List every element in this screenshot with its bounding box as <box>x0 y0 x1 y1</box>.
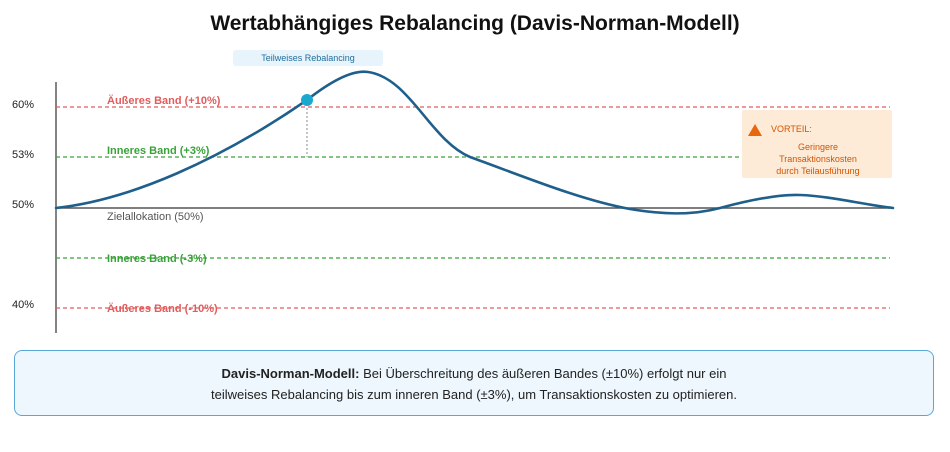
chart-title: Wertabhängiges Rebalancing (Davis-Norman… <box>210 12 740 35</box>
portfolio-value-curve <box>54 70 895 215</box>
y-tick-60: 60% <box>12 99 34 111</box>
inner-upper-band-label: Inneres Band (+3%) <box>107 145 210 157</box>
inner-lower-band-label: Inneres Band (-3%) <box>107 253 207 265</box>
outer-lower-band-label: Äußeres Band (-10%) <box>107 302 218 315</box>
y-tick-50: 50% <box>12 199 34 211</box>
warning-triangle-icon <box>748 124 762 136</box>
rebalance-callout-label: Teilweises Rebalancing <box>261 53 355 63</box>
advantage-line-1: Geringere <box>798 142 838 152</box>
advantage-box <box>742 110 892 178</box>
outer-upper-band-label: Äußeres Band (+10%) <box>107 94 221 107</box>
advantage-line-3: durch Teilausführung <box>776 166 859 176</box>
explanation-line-2: teilweises Rebalancing bis zum inneren B… <box>211 387 737 402</box>
explanation-line-1: Davis-Norman-Modell: Bei Überschreitung … <box>15 363 933 384</box>
y-tick-53: 53% <box>12 149 34 161</box>
explanation-text-1: Bei Überschreitung des äußeren Bandes (±… <box>359 366 727 381</box>
target-label: Zielallokation (50%) <box>107 211 204 223</box>
advantage-line-2: Transaktionskosten <box>779 154 857 164</box>
y-tick-40: 40% <box>12 299 34 311</box>
rebalance-callout-box <box>233 50 383 66</box>
explanation-box: Davis-Norman-Modell: Bei Überschreitung … <box>14 350 934 416</box>
rebalancing-chart: 60% 53% 50% 40% Äußeres Band (+10%) Inne… <box>12 50 895 333</box>
explanation-bold-lead: Davis-Norman-Modell: <box>221 366 360 381</box>
rebalance-point <box>301 94 313 106</box>
advantage-title: VORTEIL: <box>771 124 812 134</box>
